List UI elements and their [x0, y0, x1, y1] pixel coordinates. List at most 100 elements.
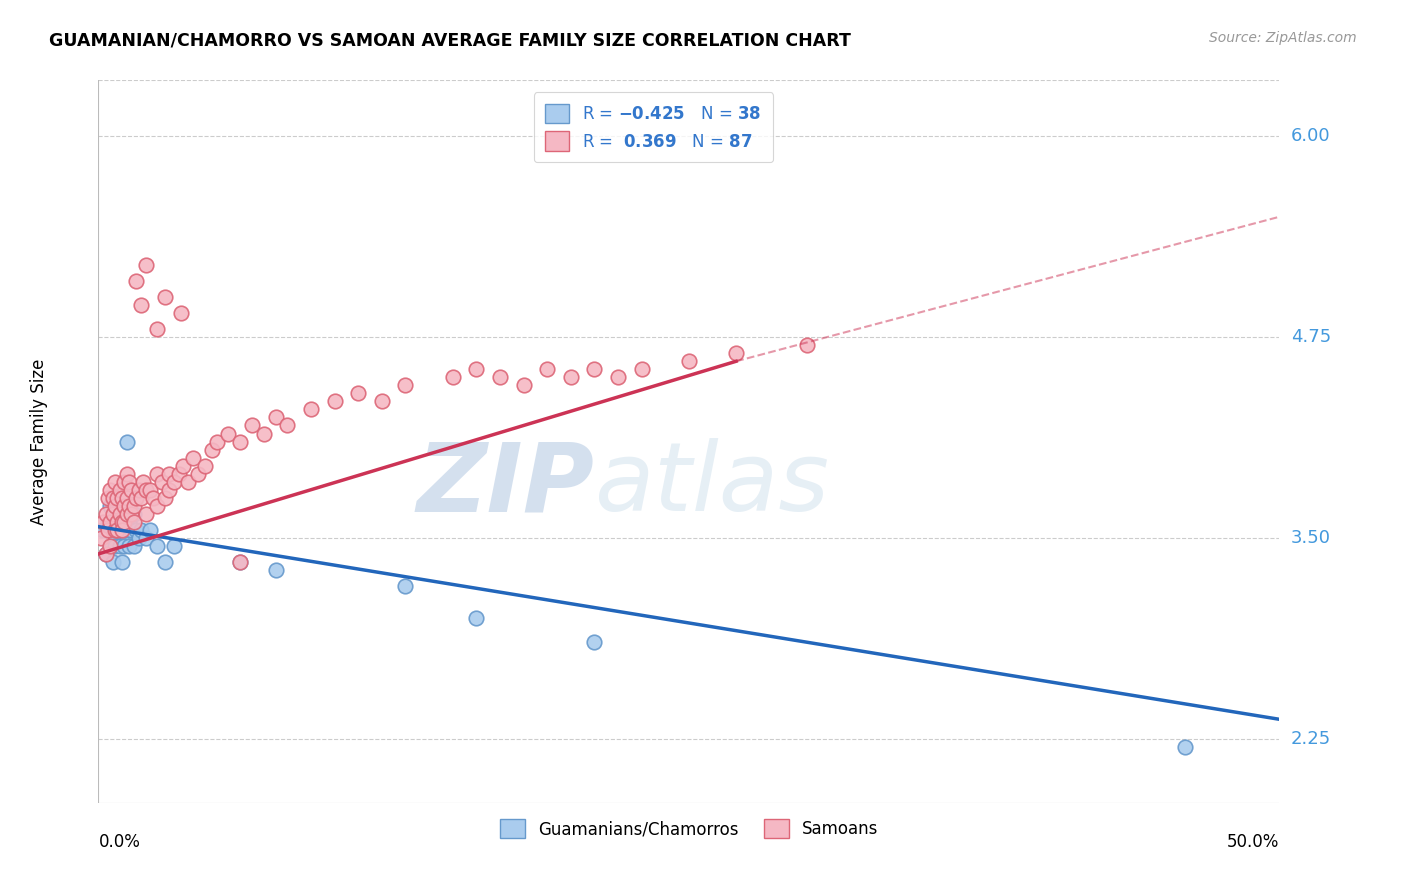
Point — [157, 483, 180, 497]
Legend: Guamanians/Chamorros, Samoans: Guamanians/Chamorros, Samoans — [494, 813, 884, 845]
Point — [98, 539, 121, 553]
Point — [94, 547, 117, 561]
Text: 3.50: 3.50 — [1291, 529, 1330, 547]
Point — [91, 523, 114, 537]
Point — [135, 531, 157, 545]
Point — [153, 491, 176, 505]
Point — [104, 539, 127, 553]
Point — [122, 515, 145, 529]
Point — [146, 467, 169, 481]
Point — [98, 499, 121, 513]
Point — [118, 475, 141, 489]
Point — [135, 258, 157, 272]
Point — [536, 362, 558, 376]
Point — [150, 475, 173, 489]
Point — [101, 491, 124, 505]
Point — [108, 539, 131, 553]
Point — [104, 523, 127, 537]
Point — [104, 475, 127, 489]
Point — [142, 491, 165, 505]
Point — [94, 547, 117, 561]
Point — [146, 539, 169, 553]
Point — [115, 467, 138, 481]
Point — [607, 370, 630, 384]
Point — [187, 467, 209, 481]
Text: 4.75: 4.75 — [1291, 328, 1331, 346]
Point — [98, 539, 121, 553]
Point — [139, 523, 162, 537]
Point — [796, 338, 818, 352]
Point — [1174, 739, 1197, 754]
Point — [371, 394, 394, 409]
Point — [678, 354, 700, 368]
Point — [97, 523, 120, 537]
Point — [129, 523, 152, 537]
Point — [122, 499, 145, 513]
Point — [264, 410, 287, 425]
Point — [111, 507, 134, 521]
Point — [101, 555, 124, 569]
Point — [229, 555, 252, 569]
Point — [105, 491, 128, 505]
Text: 0.0%: 0.0% — [98, 833, 141, 851]
Point — [122, 539, 145, 553]
Point — [163, 539, 186, 553]
Point — [146, 322, 169, 336]
Point — [115, 491, 138, 505]
Point — [299, 402, 322, 417]
Point — [105, 523, 128, 537]
Point — [163, 475, 186, 489]
Point — [583, 635, 606, 649]
Point — [98, 483, 121, 497]
Point — [101, 507, 124, 521]
Point — [205, 434, 228, 449]
Point — [560, 370, 582, 384]
Point — [465, 362, 488, 376]
Point — [229, 555, 252, 569]
Point — [129, 491, 152, 505]
Point — [104, 499, 127, 513]
Point — [139, 483, 162, 497]
Point — [240, 418, 263, 433]
Point — [146, 499, 169, 513]
Point — [157, 467, 180, 481]
Point — [121, 523, 143, 537]
Point — [115, 523, 138, 537]
Point — [125, 274, 148, 288]
Point — [128, 531, 150, 545]
Text: Source: ZipAtlas.com: Source: ZipAtlas.com — [1209, 31, 1357, 45]
Point — [112, 523, 135, 537]
Point — [121, 507, 143, 521]
Point — [122, 507, 145, 521]
Point — [132, 475, 155, 489]
Text: 6.00: 6.00 — [1291, 128, 1330, 145]
Point — [105, 499, 128, 513]
Point — [105, 515, 128, 529]
Point — [489, 370, 512, 384]
Point — [118, 499, 141, 513]
Point — [153, 555, 176, 569]
Point — [118, 539, 141, 553]
Point — [194, 458, 217, 473]
Point — [101, 531, 124, 545]
Point — [172, 458, 194, 473]
Point — [111, 523, 134, 537]
Point — [135, 483, 157, 497]
Point — [128, 483, 150, 497]
Text: 2.25: 2.25 — [1291, 730, 1331, 747]
Point — [112, 475, 135, 489]
Point — [394, 579, 416, 593]
Point — [108, 483, 131, 497]
Point — [253, 426, 276, 441]
Point — [347, 386, 370, 401]
Point — [181, 450, 204, 465]
Text: 50.0%: 50.0% — [1227, 833, 1279, 851]
Point — [153, 290, 176, 304]
Point — [97, 515, 120, 529]
Point — [229, 434, 252, 449]
Point — [394, 378, 416, 392]
Point — [217, 426, 239, 441]
Text: Average Family Size: Average Family Size — [31, 359, 48, 524]
Point — [135, 507, 157, 521]
Point — [118, 515, 141, 529]
